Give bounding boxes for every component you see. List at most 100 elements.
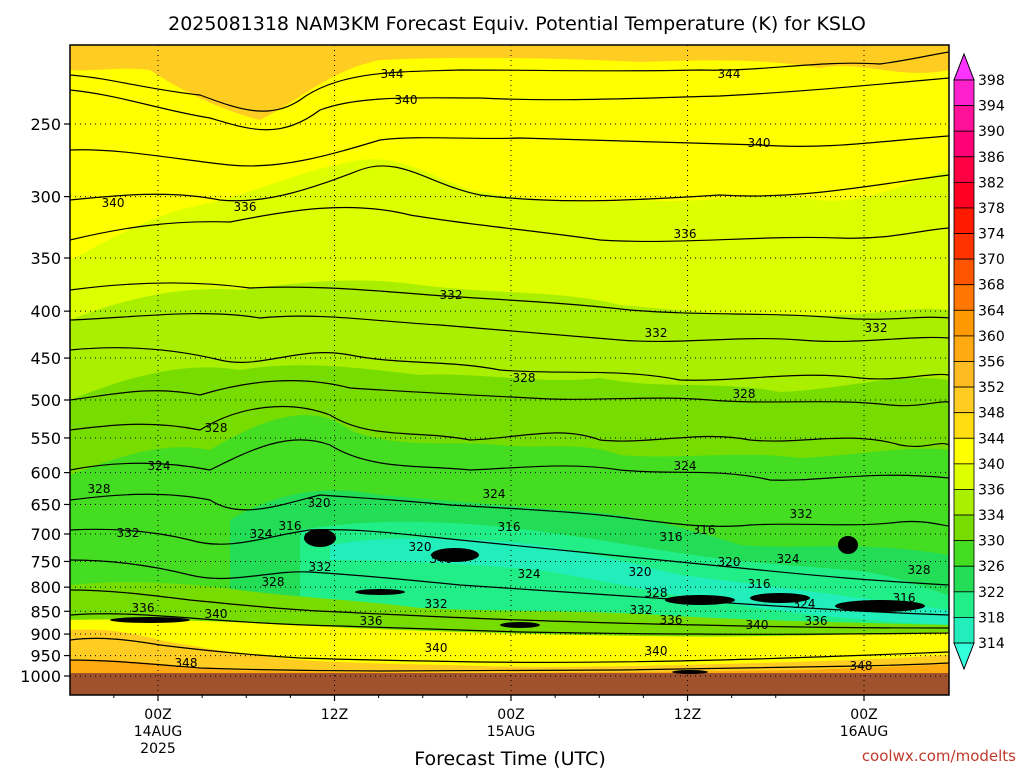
contour-label: 336 (360, 614, 383, 628)
colorbar-bin (953, 105, 975, 132)
contour-labels: 344 344 340 340 340 336 336 332 332 332 328 328 328 3… (88, 67, 931, 673)
colorbar-label: 370 (978, 252, 1005, 268)
contour-label: 332 (425, 597, 448, 611)
colorbar-bin (953, 437, 975, 465)
colorbar-bin (953, 258, 975, 286)
y-tick-label: 800 (30, 578, 61, 597)
x-tick-label: 00Z (144, 707, 171, 723)
contour-label: 328 (733, 387, 756, 401)
colorbar-bin (953, 207, 975, 234)
colorbar-bin (953, 386, 975, 414)
colorbar-label: 330 (978, 534, 1005, 550)
colorbar-bin (953, 617, 975, 644)
contour-label: 340 (395, 93, 418, 107)
credit-text: coolwx.com/modelts (862, 747, 1016, 765)
y-tick-label: 450 (30, 349, 61, 368)
y-tick-label: 750 (30, 552, 61, 571)
colorbar-label: 318 (978, 610, 1005, 626)
colorbar-label: 394 (978, 99, 1005, 115)
colorbar-top-arrow (953, 52, 975, 81)
y-tick-label: 350 (30, 249, 61, 268)
theta-e-field: 344 344 340 340 340 336 336 332 332 332 328 328 328 3… (70, 45, 949, 695)
colorbar-bin (953, 130, 975, 158)
contour-label: 344 (718, 67, 741, 81)
y-tick-label: 900 (30, 625, 61, 644)
contour-label: 332 (645, 326, 668, 340)
contour-label: 324 (777, 552, 800, 566)
contour-label: 332 (790, 507, 813, 521)
contour-label: 340 (430, 552, 453, 566)
chart-title: 2025081318 NAM3KM Forecast Equiv. Potent… (168, 13, 866, 35)
colorbar-label: 356 (978, 355, 1005, 371)
contour-label: 340 (746, 618, 769, 632)
colorbar-bin (953, 233, 975, 260)
colorbar-bottom-arrow (953, 642, 975, 671)
x-tick-date: 16AUG (840, 724, 889, 740)
colorbar-bin (953, 309, 975, 337)
contour-label: 340 (645, 644, 668, 658)
y-tick-label: 700 (30, 525, 61, 544)
y-tick-label: 950 (30, 647, 61, 666)
colorbar-label: 386 (978, 150, 1005, 166)
y-tick-label: 650 (30, 495, 61, 514)
band-314 (330, 538, 949, 625)
contour-label: 336 (132, 601, 155, 615)
contour-label: 348 (850, 659, 873, 673)
colorbar-bin (953, 489, 975, 516)
ground-mask (70, 673, 949, 695)
colorbar-label: 398 (978, 73, 1005, 89)
contour-label: 336 (234, 200, 257, 214)
contour-label: 320 (409, 540, 432, 554)
colorbar-label: 390 (978, 124, 1005, 140)
plot-frame (69, 44, 950, 696)
contour-label: 320 (718, 555, 741, 569)
colorbar-label: 352 (978, 380, 1005, 396)
contour-label: 332 (440, 288, 463, 302)
contour-label: 324 (793, 597, 816, 611)
contour-label: 328 (645, 586, 668, 600)
contour-label: 348 (175, 656, 198, 670)
contour-label: 316 (660, 530, 683, 544)
x-tick-date: 14AUG (134, 724, 183, 740)
colorbar-bin (953, 412, 975, 439)
colorbar-label: 336 (978, 482, 1005, 498)
contour-label: 324 (483, 487, 506, 501)
contour-label: 324 (148, 459, 171, 473)
y-tick-label: 600 (30, 464, 61, 483)
contour-label: 320 (308, 496, 331, 510)
y-tick-label: 400 (30, 302, 61, 321)
y-axis: 250 300 350 400 450 500 550 600 650 700 750 800 850 9… (20, 115, 70, 686)
contour-label: 324 (518, 567, 541, 581)
contour-label: 328 (88, 482, 111, 496)
colorbar-bin (953, 514, 975, 542)
y-tick-label: 500 (30, 391, 61, 410)
contour-label: 324 (674, 459, 697, 473)
colorbar-bin (953, 79, 975, 106)
band-top-orange (70, 45, 949, 120)
contour-label: 320 (629, 565, 652, 579)
colorbar-bin (953, 181, 975, 209)
contour-label: 340 (748, 136, 771, 150)
colorbar-label: 348 (978, 406, 1005, 422)
contour-label: 344 (381, 67, 404, 81)
contour-lines (70, 51, 949, 672)
colorbar-label: 378 (978, 201, 1005, 217)
colorbar-label: 368 (978, 278, 1005, 294)
y-tick-label: 850 (30, 602, 61, 621)
contour-label: 328 (262, 575, 285, 589)
contour-label: 340 (425, 641, 448, 655)
colorbar-bin (953, 335, 975, 362)
x-tick-label: 12Z (321, 707, 348, 723)
contour-label: 328 (908, 563, 931, 577)
contour-label: 340 (205, 607, 228, 621)
x-tick-date: 15AUG (487, 724, 536, 740)
colorbar-bin (953, 540, 975, 567)
contour-label: 328 (513, 371, 536, 385)
contour-label: 332 (309, 560, 332, 574)
y-tick-label: 1000 (20, 667, 61, 686)
colorbar-label: 374 (978, 227, 1005, 243)
x-tick-label: 00Z (850, 707, 877, 723)
colorbar-bin (953, 284, 975, 311)
